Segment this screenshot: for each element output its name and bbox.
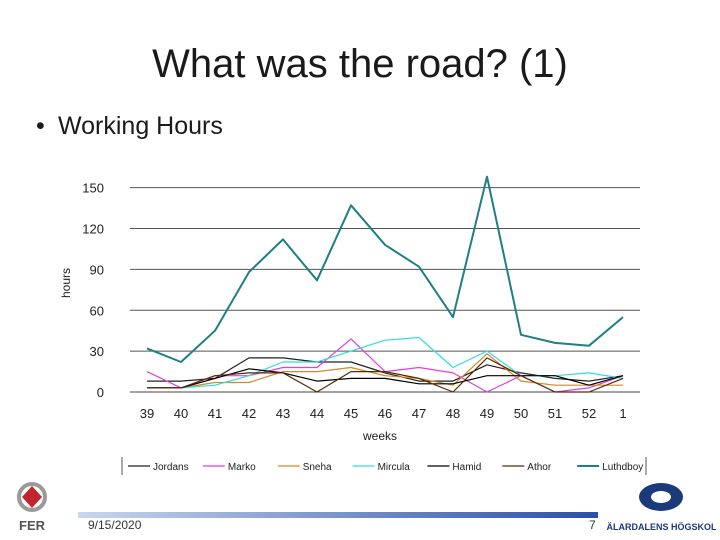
x-tick-label: 51 bbox=[548, 406, 562, 421]
legend-label: Luthdboy bbox=[602, 462, 643, 473]
slide-title: What was the road? (1) bbox=[152, 42, 568, 86]
mdh-logo-emblem-inner-icon bbox=[651, 491, 671, 503]
x-tick-label: 48 bbox=[446, 406, 460, 421]
mdh-logo-text: MÄLARDALENS HÖGSKOLA bbox=[606, 522, 716, 532]
legend-label: Athor bbox=[527, 462, 552, 473]
bullet-text: Working Hours bbox=[58, 112, 223, 140]
bullet-dot: • bbox=[36, 112, 45, 140]
x-tick-label: 50 bbox=[514, 406, 528, 421]
fer-logo-ring-icon bbox=[17, 482, 47, 512]
series-line bbox=[147, 357, 624, 393]
page-number: 7 bbox=[589, 518, 596, 532]
footer-date: 9/15/2020 bbox=[88, 518, 142, 532]
y-axis-label: hours bbox=[59, 268, 73, 298]
y-tick-label: 150 bbox=[82, 181, 104, 196]
legend-label: Hamid bbox=[452, 462, 481, 473]
x-tick-label: 45 bbox=[344, 406, 358, 421]
legend-label: Mircula bbox=[378, 462, 411, 473]
footer-bar bbox=[78, 512, 598, 518]
fer-logo: FER bbox=[17, 482, 47, 533]
x-tick-label: 40 bbox=[174, 406, 188, 421]
x-tick-label: 42 bbox=[242, 406, 256, 421]
series-line bbox=[146, 175, 624, 363]
x-tick-label: 39 bbox=[140, 406, 154, 421]
fer-logo-text: FER bbox=[19, 518, 46, 533]
legend-label: Marko bbox=[228, 462, 256, 473]
y-tick-label: 120 bbox=[82, 222, 104, 237]
x-tick-label: 52 bbox=[582, 406, 596, 421]
series-line bbox=[147, 357, 624, 382]
bullet-item: • Working Hours bbox=[36, 112, 223, 141]
mdh-logo: MÄLARDALENS HÖGSKOLA bbox=[606, 483, 716, 532]
y-tick-label: 30 bbox=[90, 344, 104, 359]
x-tick-label: 44 bbox=[310, 406, 324, 421]
x-tick-label: 49 bbox=[480, 406, 494, 421]
fer-logo-diamond-icon bbox=[22, 486, 42, 508]
series-line bbox=[147, 336, 624, 389]
legend-label: Jordans bbox=[153, 462, 189, 473]
x-tick-label: 1 bbox=[619, 406, 626, 421]
x-tick-label: 46 bbox=[378, 406, 392, 421]
x-tick-label: 41 bbox=[208, 406, 222, 421]
legend-label: Sneha bbox=[303, 462, 332, 473]
y-tick-label: 60 bbox=[90, 303, 104, 318]
y-tick-label: 0 bbox=[97, 385, 104, 400]
x-axis-label: weeks bbox=[362, 429, 397, 443]
x-tick-label: 47 bbox=[412, 406, 426, 421]
y-tick-label: 90 bbox=[90, 262, 104, 277]
x-tick-label: 43 bbox=[276, 406, 290, 421]
